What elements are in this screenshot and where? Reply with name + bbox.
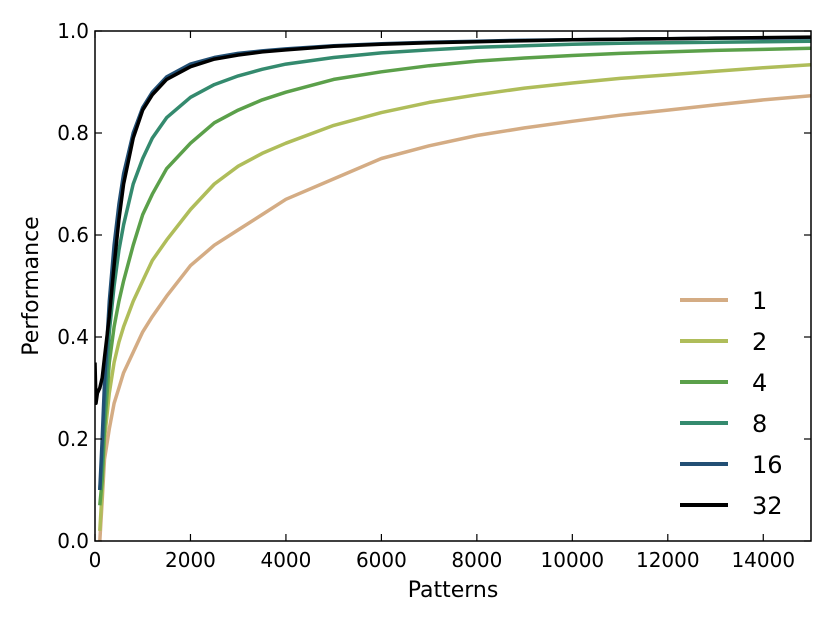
legend: 1 2 4 8 16 32 [680,287,783,520]
legend-item-32: 32 [680,492,783,520]
legend-label: 32 [752,492,783,520]
legend-item-8: 8 [680,410,767,438]
plot-frame [94,30,812,542]
x-axis: 0 2000 4000 6000 8000 10000 12000 14000 [89,31,795,572]
x-tick-label: 0 [89,548,102,572]
legend-label: 16 [752,451,783,479]
y-axis: 0.0 0.2 0.4 0.6 0.8 1.0 [57,19,811,553]
legend-label: 2 [752,328,767,356]
legend-item-16: 16 [680,451,783,479]
series-line-8 [98,39,811,491]
y-tick-label: 0.2 [57,427,89,451]
y-axis-label: Performance [19,216,44,355]
y-tick-label: 1.0 [57,19,89,43]
y-tick-label: 0.6 [57,223,89,247]
legend-item-1: 1 [680,287,767,315]
series-line-32 [95,35,811,406]
x-tick-label: 6000 [356,548,407,572]
legend-label: 4 [752,369,767,397]
legend-label: 8 [752,410,767,438]
x-axis-label: Patterns [408,578,499,603]
series-line-1 [98,94,811,541]
legend-item-2: 2 [680,328,767,356]
series-line-2 [98,62,811,531]
x-tick-label: 10000 [541,548,605,572]
x-tick-label: 4000 [260,548,311,572]
x-tick-label: 8000 [451,548,502,572]
series-layer [95,35,811,541]
x-tick-label: 2000 [165,548,216,572]
y-tick-label: 0.4 [57,325,89,349]
y-tick-label: 0.0 [57,529,89,553]
x-tick-label: 12000 [636,548,700,572]
legend-item-4: 4 [680,369,767,397]
legend-label: 1 [752,287,767,315]
series-line-4 [98,46,811,506]
x-tick-label: 14000 [731,548,795,572]
y-tick-label: 0.8 [57,121,89,145]
